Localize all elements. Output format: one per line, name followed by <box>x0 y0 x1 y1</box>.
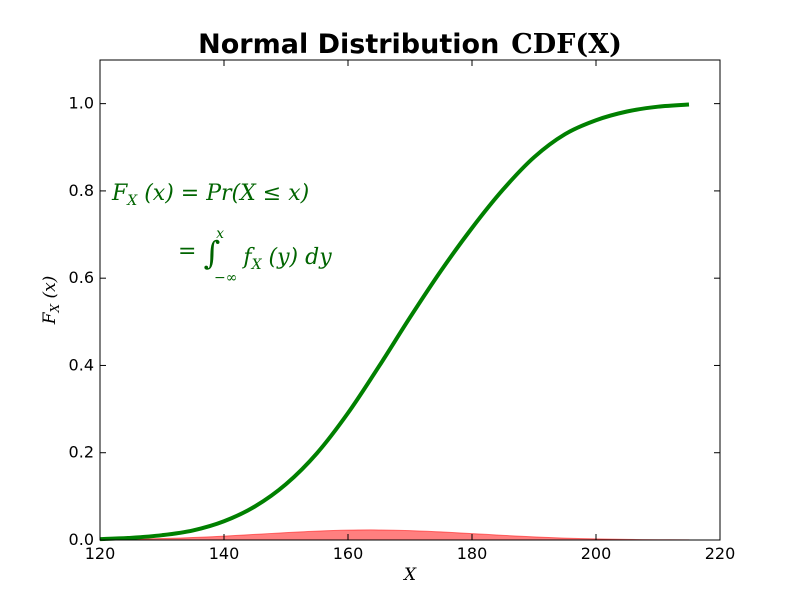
x-axis-label: X <box>402 565 417 585</box>
plot-marks <box>99 102 690 542</box>
x-tick-label: 140 <box>209 544 240 563</box>
y-axis-label: FX (x) <box>40 276 62 326</box>
x-tick-label: 180 <box>457 544 488 563</box>
formula-line-1: FX (x) = Pr(X ≤ x) <box>111 181 309 209</box>
chart-title-math: CDF(X) <box>511 29 622 60</box>
y-tick-label: 0.0 <box>69 530 94 549</box>
plot-frame <box>99 59 721 541</box>
x-tick-label: 160 <box>333 544 364 563</box>
x-tick-label: 220 <box>705 544 736 563</box>
y-tick-label: 0.2 <box>69 443 94 462</box>
y-tick-label: 0.4 <box>69 355 94 374</box>
x-tick-label: 200 <box>581 544 612 563</box>
y-tick-label: 0.6 <box>69 268 94 287</box>
formula-line-2: = ∫x −∞fX (y) dy <box>178 226 332 286</box>
x-tick-label: 120 <box>85 544 116 563</box>
axis-ticks: 120 140 160 180 200 220 0.0 0.2 0.4 0.6 0.8 1.0 <box>69 60 736 563</box>
cdf-line <box>99 102 690 542</box>
formula-annotation: FX (x) = Pr(X ≤ x) = ∫x −∞fX (y) dy <box>111 181 332 286</box>
y-tick-label: 0.8 <box>69 181 94 200</box>
chart-title-text: Normal Distribution <box>198 29 499 60</box>
y-tick-label: 1.0 <box>69 94 94 113</box>
chart-title: Normal Distribution CDF(X) <box>198 29 622 60</box>
